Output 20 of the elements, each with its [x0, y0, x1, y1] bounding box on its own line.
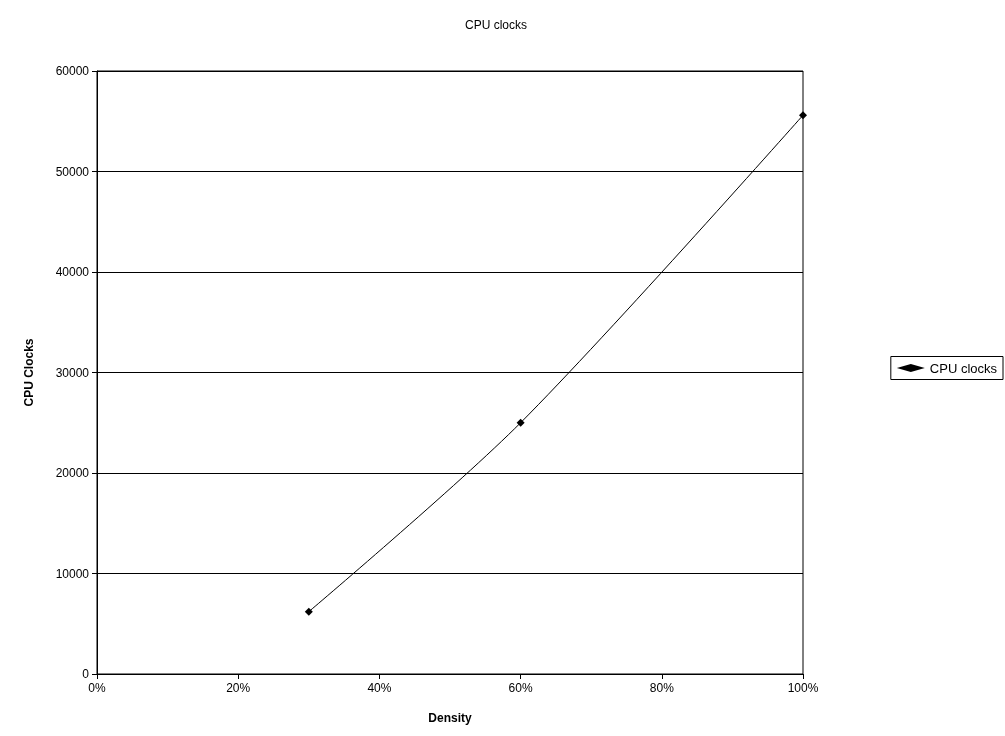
point — [304, 607, 313, 616]
point — [799, 111, 807, 120]
x-tick-label: 60% — [508, 681, 533, 695]
y-tick-label: 20000 — [55, 466, 90, 480]
x-tick-label: 100% — [787, 681, 819, 695]
y-tick-label: 0 — [82, 667, 90, 681]
x-tick-label: 40% — [367, 681, 392, 695]
chart-title: CPU clocks — [465, 18, 528, 32]
y-tick-label: 10000 — [55, 566, 90, 581]
point — [516, 418, 525, 427]
y-tick-label: 30000 — [55, 365, 90, 380]
x-tick-label: 0% — [88, 681, 106, 695]
legend-label: CPU clocks — [929, 360, 998, 376]
x-tick-label: 20% — [226, 681, 251, 695]
y-axis-title: CPU Clocks — [22, 338, 36, 407]
y-tick-label: 60000 — [55, 64, 90, 78]
x-tick-label: 80% — [649, 681, 675, 695]
y-tick-label: 40000 — [55, 265, 90, 279]
x-axis-title: Density — [428, 711, 472, 725]
y-tick-label: 50000 — [55, 164, 90, 179]
